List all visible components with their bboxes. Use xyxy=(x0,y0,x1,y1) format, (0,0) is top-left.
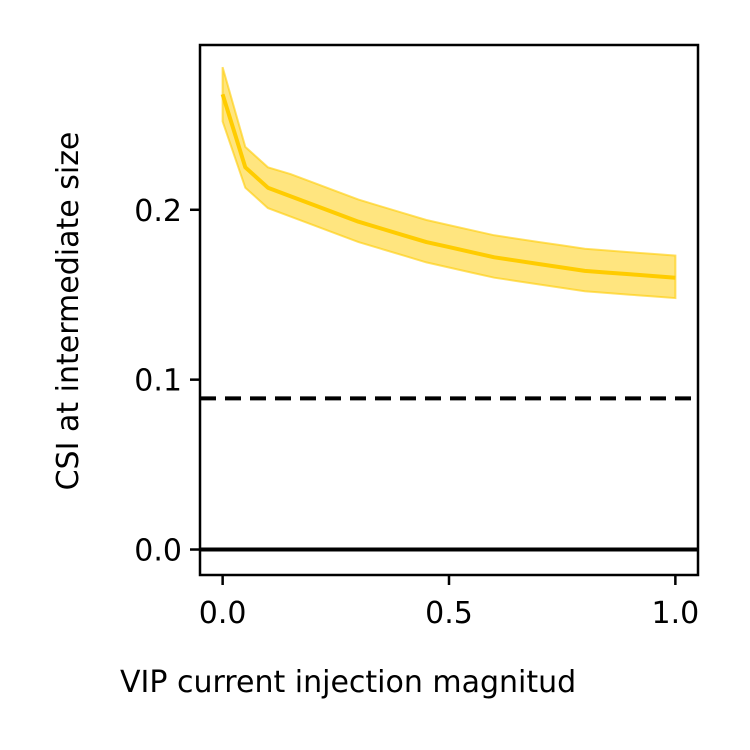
y-tick-label: 0.1 xyxy=(134,364,182,399)
plot-frame xyxy=(198,43,700,577)
plot-content xyxy=(200,66,698,552)
confidence-band-0 xyxy=(221,66,677,300)
x-axis-ticks: 0.0 0.5 1.0 xyxy=(199,575,699,631)
y-tick-label: 0.0 xyxy=(134,534,182,569)
series-line-0 xyxy=(220,93,676,280)
x-tick-label: 1.0 xyxy=(652,596,700,631)
x-tick-label: 0.5 xyxy=(425,596,473,631)
y-tick-label: 0.2 xyxy=(134,194,182,229)
y-axis-ticks: 0.0 0.1 0.2 xyxy=(134,194,200,569)
y-axis-label: CSI at intermediate size xyxy=(51,132,86,491)
x-tick-label: 0.0 xyxy=(199,596,247,631)
x-axis-label: VIP current injection magnitud xyxy=(120,665,576,700)
